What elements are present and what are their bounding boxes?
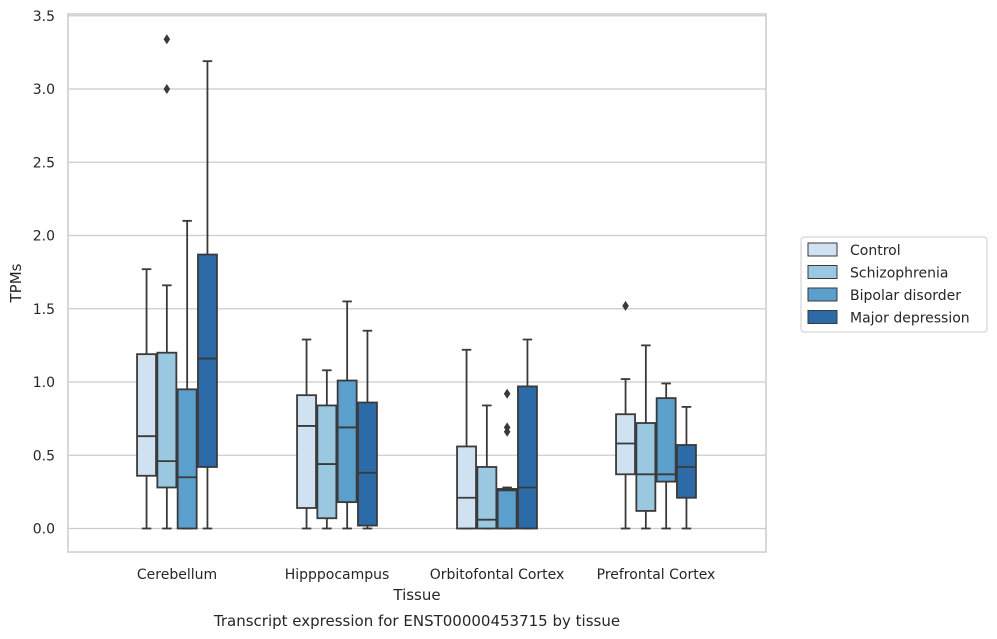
x-tick-label: Hipppocampus [285,567,390,583]
box-major-depression [676,406,697,530]
x-tick-label: Orbitofontal Cortex [430,567,565,583]
y-tick-label: 0.0 [33,522,55,538]
box-control [136,268,157,530]
legend-swatch [807,265,838,279]
box-control [296,338,317,530]
outlier-point [163,84,171,94]
legend-swatch [807,287,838,302]
legend-label: Control [850,243,901,259]
box-bipolar-disorder [496,388,518,530]
y-tick-label: 2.5 [33,155,55,171]
iqr-box [197,253,218,468]
legend-frame [800,236,988,333]
iqr-box [655,397,677,483]
legend-label: Bipolar disorder [850,288,961,304]
iqr-box [296,394,317,509]
box-bipolar-disorder [655,382,677,530]
y-tick-label: 0.5 [33,448,55,464]
iqr-box [517,385,538,530]
outlier-point [622,300,629,311]
iqr-box [176,388,198,530]
box-major-depression [197,60,218,530]
legend-swatch [807,242,838,257]
iqr-box [336,379,358,504]
box-schizophrenia [476,404,498,530]
x-axis-title: Tissue [392,586,440,604]
box-major-depression [357,329,378,530]
iqr-box [316,404,338,520]
box-bipolar-disorder [176,219,198,530]
chart-caption: Transcript expression for ENST0000045371… [213,612,620,630]
iqr-box [156,351,178,489]
legend-label: Major depression [850,311,970,327]
legend: Control Schizophrenia Bipolar disorder Majo… [800,236,988,333]
y-tick-label: 1.0 [33,375,55,391]
iqr-box [136,353,157,477]
box-control [456,348,477,530]
box-schizophrenia [316,369,338,530]
y-tick-label: 2.0 [33,229,55,245]
boxes [136,34,697,530]
iqr-box [476,466,498,530]
iqr-box [496,488,518,530]
box-schizophrenia [156,34,178,530]
box-schizophrenia [635,344,657,530]
box-bipolar-disorder [336,300,358,530]
plot-frame [67,13,767,553]
box-control [615,300,636,530]
y-tick-label: 3.0 [33,82,55,98]
y-tick-label: 1.5 [33,302,55,318]
x-tick-labels: Cerebellum Hipppocampus Orbitofontal Corte… [137,567,715,583]
y-tick-label: 3.5 [33,9,55,25]
x-tick-label: Prefrontal Cortex [597,567,716,583]
y-axis-title: TPMs [7,263,25,303]
iqr-box [635,422,657,512]
outlier-point [503,422,511,433]
x-tick-label: Cerebellum [137,567,217,583]
iqr-box [456,445,477,530]
legend-swatch [807,310,838,324]
outlier-point [503,388,511,399]
iqr-box [676,444,697,499]
legend-label: Schizophrenia [850,266,948,282]
iqr-box [357,401,378,527]
y-tick-labels: 0.0 0.5 1.0 1.5 2.0 2.5 3.0 3.5 [33,9,55,538]
outlier-point [163,34,171,45]
box-major-depression [517,338,538,530]
